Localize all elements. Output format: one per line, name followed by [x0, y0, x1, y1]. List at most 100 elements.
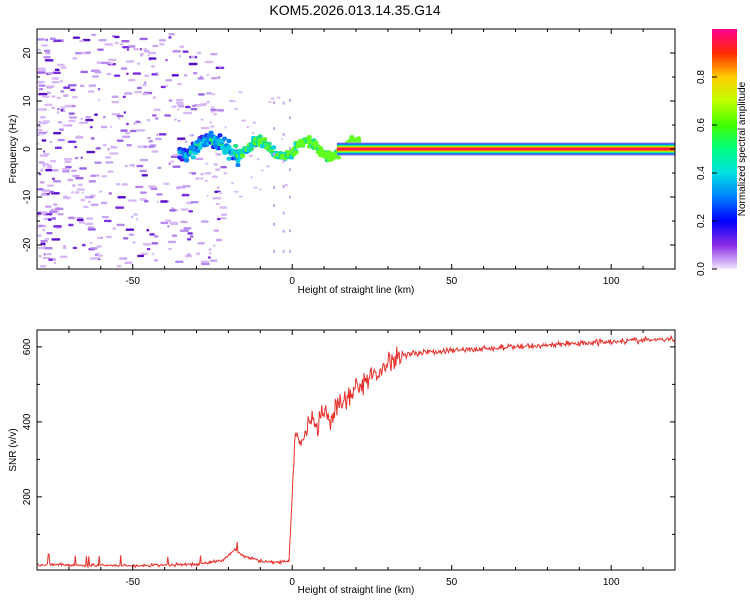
noise-speckle: [155, 72, 158, 75]
noise-speckle: [78, 221, 85, 224]
noise-speckle: [210, 259, 218, 262]
noise-speckle: [51, 106, 56, 110]
noise-speckle: [52, 71, 61, 75]
noise-speckle: [63, 244, 66, 248]
noise-speckle: [209, 121, 213, 124]
noise-speckle: [109, 152, 119, 155]
noise-speckle: [109, 62, 113, 65]
noise-speckle: [102, 115, 106, 119]
noise-speckle: [132, 241, 136, 244]
noise-speckle: [45, 169, 53, 172]
transition-blob: [226, 144, 232, 149]
noise-speckle: [187, 232, 193, 235]
noise-speckle: [84, 222, 94, 226]
noise-speckle: [152, 96, 157, 99]
noise-speckle: [273, 101, 276, 105]
noise-speckle: [101, 215, 109, 219]
noise-speckle: [137, 145, 144, 148]
noise-speckle: [99, 236, 104, 240]
noise-speckle: [126, 261, 133, 264]
noise-speckle: [42, 211, 48, 214]
noise-speckle: [200, 118, 204, 121]
carrier-line: [336, 151, 675, 153]
transition-blob: [208, 130, 214, 135]
noise-speckle: [200, 177, 204, 180]
noise-speckle: [116, 223, 125, 227]
noise-speckle: [59, 255, 68, 259]
x-tick-label: 0: [289, 276, 295, 287]
noise-speckle: [180, 208, 189, 211]
spectrogram-y-label: Frequency (Hz): [8, 115, 19, 184]
noise-speckle: [212, 113, 218, 116]
noise-speckle: [62, 196, 71, 200]
snr-y-ticks: 200 400 600: [22, 338, 675, 535]
noise-speckle: [273, 127, 276, 131]
noise-speckle: [43, 56, 51, 59]
noise-speckle: [189, 133, 193, 137]
noise-speckle: [91, 33, 97, 37]
noise-speckle: [57, 138, 65, 142]
noise-speckle: [125, 131, 131, 135]
noise-speckle: [105, 161, 114, 164]
noise-speckle: [59, 128, 65, 131]
noise-speckle: [38, 84, 46, 87]
noise-speckle: [143, 48, 148, 51]
carrier-line: [336, 147, 675, 149]
noise-speckle: [72, 246, 78, 250]
noise-speckle: [289, 147, 292, 151]
noise-speckle: [51, 217, 57, 220]
noise-speckle: [90, 137, 95, 140]
noise-speckle: [189, 235, 194, 238]
noise-speckle: [160, 200, 168, 203]
noise-speckle: [46, 232, 53, 235]
chart-title: KOM5.2026.013.14.35.G14: [269, 2, 440, 18]
noise-speckle: [159, 42, 165, 46]
noise-speckle: [169, 221, 179, 225]
transition-blob: [262, 137, 268, 142]
noise-speckle: [85, 51, 91, 54]
noise-speckle: [82, 38, 91, 42]
noise-speckle: [46, 166, 53, 169]
carrier-line: [336, 145, 675, 147]
noise-speckle: [37, 188, 44, 191]
noise-speckle: [60, 106, 66, 109]
noise-speckle: [206, 73, 209, 77]
carrier-line: [336, 148, 675, 150]
noise-speckle: [282, 132, 285, 136]
noise-speckle: [172, 165, 181, 168]
noise-speckle: [64, 104, 72, 108]
carrier-line: [336, 144, 675, 146]
noise-speckle: [171, 207, 174, 210]
noise-speckle: [231, 182, 234, 185]
noise-speckle: [137, 62, 141, 65]
noise-speckle: [124, 164, 128, 168]
noise-speckle: [167, 225, 170, 228]
noise-speckle: [74, 191, 80, 194]
noise-speckle: [205, 162, 209, 165]
noise-speckle: [212, 197, 222, 200]
snr-panel: -50 0 50 100 200 400 600 Height of straight l…: [8, 329, 676, 596]
noise-speckle: [282, 229, 285, 233]
noise-speckle: [49, 37, 56, 40]
noise-speckle: [150, 65, 156, 68]
noise-speckle: [190, 200, 199, 204]
noise-speckle: [46, 252, 52, 256]
noise-speckle: [241, 119, 247, 122]
noise-speckle: [153, 259, 159, 262]
noise-speckle: [40, 67, 45, 70]
noise-speckle: [107, 170, 114, 173]
noise-speckle: [234, 190, 239, 193]
noise-speckle: [71, 191, 74, 194]
noise-speckle: [37, 234, 42, 237]
noise-speckle: [289, 168, 292, 172]
noise-speckle: [152, 44, 159, 48]
noise-speckle: [130, 215, 134, 218]
noise-speckle: [44, 103, 53, 107]
noise-speckle: [135, 185, 144, 189]
noise-speckle: [259, 188, 262, 191]
noise-speckle: [52, 169, 59, 172]
noise-speckle: [210, 106, 215, 109]
noise-speckle: [53, 39, 62, 43]
noise-speckle: [148, 51, 157, 55]
noise-speckle: [136, 86, 143, 90]
